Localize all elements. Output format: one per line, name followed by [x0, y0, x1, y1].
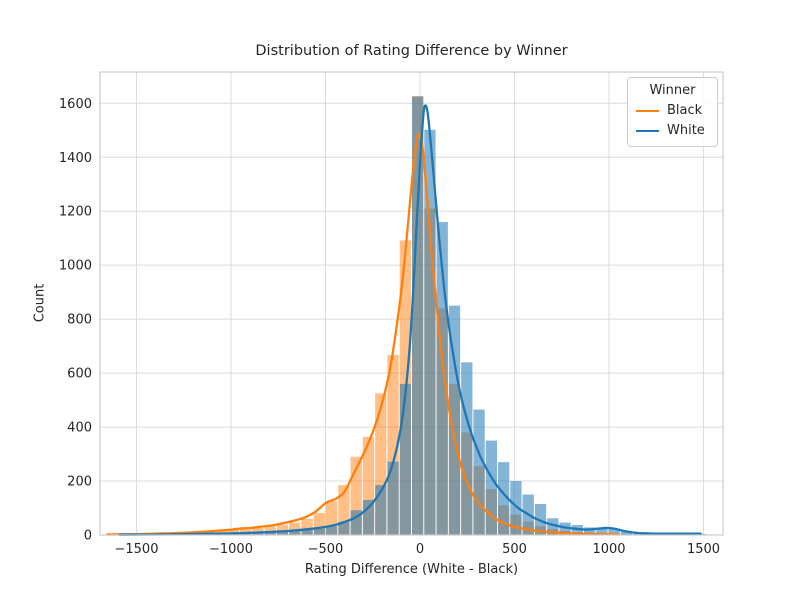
- legend-label-black: Black: [667, 103, 703, 118]
- black-line-swatch-icon: [636, 109, 659, 112]
- x-tick-label: 1500: [687, 542, 720, 557]
- x-tick-label: −1000: [209, 542, 253, 557]
- y-tick-label: 800: [67, 313, 92, 328]
- x-tick-label: 1000: [592, 542, 625, 557]
- y-tick-label: 1400: [59, 151, 92, 166]
- y-tick-label: 1000: [59, 259, 92, 274]
- white-line-swatch-icon: [636, 129, 659, 132]
- y-tick-label: 1600: [59, 97, 92, 112]
- legend: Winner Black White: [627, 77, 718, 147]
- kde-curve-black: [106, 132, 620, 536]
- y-tick-label: 1200: [59, 205, 92, 220]
- x-tick-label: −1500: [114, 542, 158, 557]
- x-axis-label: Rating Difference (White - Black): [304, 562, 519, 577]
- bars-white: [104, 96, 706, 536]
- x-tick-label: 500: [502, 542, 527, 557]
- y-tick-label: 200: [67, 475, 92, 490]
- y-tick-label: 600: [67, 367, 92, 382]
- y-axis-label: Count: [32, 283, 48, 323]
- kde-curve-white: [118, 104, 702, 536]
- chart-title: Distribution of Rating Difference by Win…: [255, 43, 568, 59]
- y-tick-label: 400: [67, 421, 92, 436]
- legend-label-white: White: [667, 123, 705, 138]
- x-tick-label: −500: [308, 542, 344, 557]
- legend-title: Winner: [649, 83, 696, 98]
- x-tick-label: 0: [416, 542, 424, 557]
- y-tick-label: 0: [84, 529, 92, 544]
- legend-entry-white: White: [636, 123, 709, 138]
- legend-entry-black: Black: [636, 103, 709, 118]
